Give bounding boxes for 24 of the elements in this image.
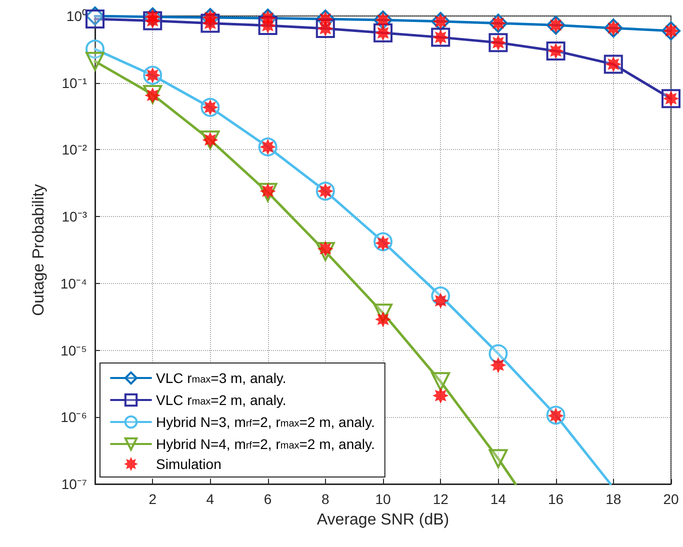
- y-tick-label: 10⁻¹: [62, 74, 88, 91]
- y-tick-label: 10⁻⁷: [61, 476, 87, 492]
- y-axis-title: Outage Probability: [30, 184, 48, 316]
- legend-label: VLC rmax=2 m, analy.: [156, 392, 286, 408]
- y-tick-label: 10⁻⁶: [60, 409, 87, 426]
- x-tick-label: 2: [148, 491, 157, 507]
- y-tick-label: 10⁻⁵: [60, 342, 87, 358]
- x-tick-label: 14: [490, 491, 506, 507]
- y-tick-label: 10⁻²: [62, 142, 88, 158]
- x-tick-label: 18: [606, 491, 622, 507]
- x-tick-label: 10: [375, 491, 391, 507]
- y-tick-label: 10⁻³: [62, 208, 88, 225]
- x-tick-label: 20: [663, 491, 679, 507]
- legend-label: Hybrid N=3, mrf=2, rmax=2 m, analy.: [156, 414, 375, 430]
- legend-label: Hybrid N=4, mrf=2, rmax=2 m, analy.: [156, 436, 375, 452]
- x-tick-label: 16: [548, 491, 564, 507]
- legend-label: VLC rmax=3 m, analy.: [156, 370, 286, 386]
- x-tick-label: 4: [206, 491, 214, 507]
- x-tick-label: 8: [322, 491, 330, 507]
- y-tick-label: 10⁻⁴: [60, 275, 87, 292]
- x-axis-title: Average SNR (dB): [316, 512, 450, 528]
- x-tick-label: 12: [432, 491, 449, 507]
- legend-label: Simulation: [156, 456, 222, 472]
- x-tick-label: 6: [264, 491, 272, 507]
